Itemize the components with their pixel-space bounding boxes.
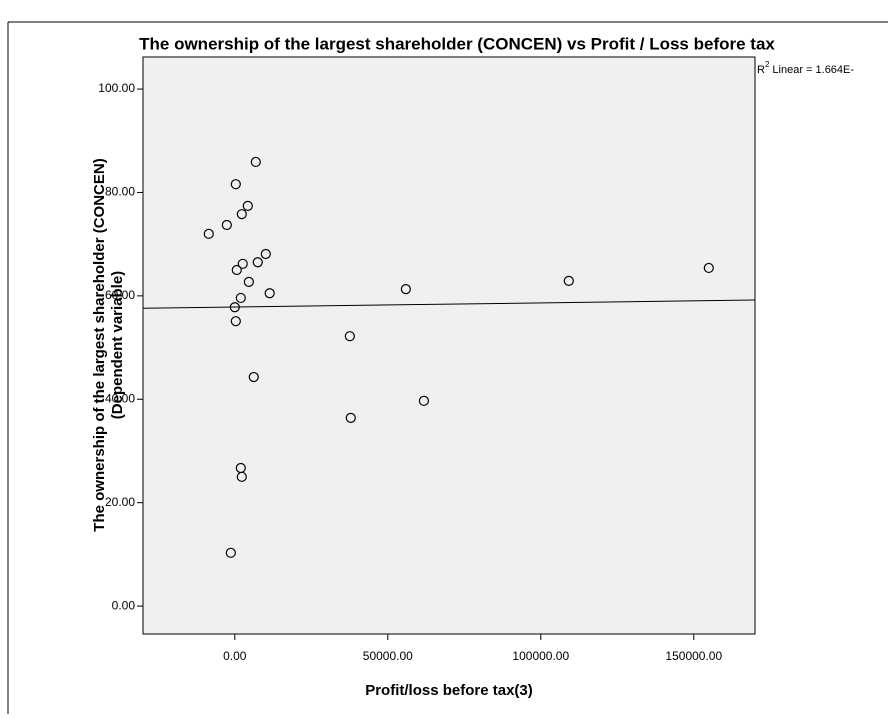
fit-annotation: R2 Linear = 1.664E-	[757, 60, 854, 76]
y-tick-label: 0.00	[112, 598, 136, 612]
point	[344, 331, 355, 342]
y-tick-label: 60.00	[105, 288, 135, 302]
x-tick-label: 150000.00	[665, 649, 722, 663]
fit-line	[142, 299, 756, 309]
annotation-rest: Linear = 1.664E-	[772, 64, 854, 76]
y-tick-label: 20.00	[105, 495, 135, 509]
point	[225, 547, 236, 558]
point	[243, 276, 254, 288]
point	[203, 228, 214, 239]
point	[248, 371, 259, 383]
point	[563, 275, 574, 286]
annotation-base: R	[757, 64, 765, 76]
x-tick-label: 100000.00	[512, 649, 569, 663]
y-tick-label: 40.00	[105, 391, 135, 405]
point	[242, 200, 253, 212]
point	[345, 412, 356, 423]
point	[229, 302, 240, 313]
point	[264, 288, 275, 299]
point	[230, 316, 241, 327]
point	[231, 264, 242, 276]
point	[237, 258, 248, 269]
point	[252, 257, 263, 268]
point	[235, 292, 246, 304]
x-tick-label: 50000.00	[363, 649, 413, 663]
point	[230, 179, 241, 190]
y-tick-label: 100.00	[98, 81, 135, 95]
y-axis-label: The ownership of the largest shareholder…	[91, 158, 126, 531]
point	[236, 471, 247, 482]
plot-area	[142, 56, 756, 635]
chart-title: The ownership of the largest shareholder…	[139, 34, 775, 53]
point	[418, 395, 430, 406]
y-axis-label-line: The ownership of the largest shareholder…	[91, 158, 108, 531]
point	[260, 248, 271, 260]
point	[400, 284, 411, 295]
annotation-sup: 2	[765, 60, 770, 69]
point	[250, 156, 261, 168]
x-axis-label: Profit/loss before tax(3)	[365, 682, 533, 699]
point	[221, 219, 232, 231]
y-tick-label: 80.00	[105, 185, 135, 199]
point	[236, 209, 247, 220]
x-tick-label: 0.00	[223, 649, 247, 663]
y-axis-label-line: (Dependent variable)	[109, 271, 126, 419]
point	[703, 262, 714, 274]
